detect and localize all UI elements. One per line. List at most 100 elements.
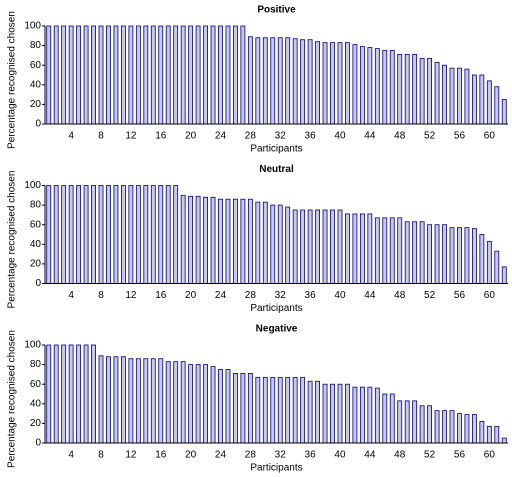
bar bbox=[352, 213, 358, 284]
bar bbox=[46, 25, 52, 125]
bar bbox=[106, 185, 111, 284]
bar bbox=[143, 185, 149, 284]
x-tick-label: 44 bbox=[364, 450, 376, 461]
bar bbox=[412, 400, 418, 444]
bar bbox=[345, 383, 350, 444]
bar bbox=[262, 376, 268, 444]
x-tick-label: 20 bbox=[185, 450, 197, 461]
bar bbox=[68, 185, 74, 284]
x-tick-label: 4 bbox=[68, 290, 74, 301]
bar bbox=[76, 185, 82, 284]
bar bbox=[188, 195, 194, 284]
bar bbox=[150, 25, 156, 125]
bar bbox=[404, 54, 410, 125]
bar bbox=[247, 36, 253, 125]
bar bbox=[61, 344, 67, 444]
bar bbox=[292, 376, 298, 444]
x-tick-label: 8 bbox=[98, 131, 104, 142]
x-tick-label: 8 bbox=[98, 450, 104, 461]
bar bbox=[91, 185, 96, 284]
bar bbox=[240, 25, 246, 125]
bar bbox=[165, 361, 171, 444]
x-tick-label: 56 bbox=[454, 450, 466, 461]
bar bbox=[471, 74, 477, 125]
bar bbox=[106, 25, 111, 125]
bar bbox=[68, 25, 74, 125]
bar bbox=[173, 361, 179, 444]
bar bbox=[255, 376, 261, 444]
bar bbox=[143, 358, 149, 444]
x-tick-label: 40 bbox=[334, 131, 346, 142]
bar bbox=[397, 400, 403, 444]
bar bbox=[479, 234, 485, 284]
bar bbox=[262, 37, 268, 125]
x-tick-label: 12 bbox=[125, 131, 137, 142]
bar bbox=[277, 37, 283, 125]
y-tick-label: 0 bbox=[35, 119, 41, 130]
bar bbox=[345, 213, 350, 284]
bar bbox=[419, 221, 425, 284]
bar bbox=[285, 37, 291, 125]
bar bbox=[471, 228, 477, 284]
bar bbox=[173, 25, 179, 125]
y-axis-label: Percentage recognised chosen bbox=[7, 330, 18, 468]
bar bbox=[501, 266, 507, 284]
bar bbox=[434, 410, 440, 444]
y-tick-label: 80 bbox=[30, 200, 42, 211]
x-axis-label: Participants bbox=[250, 144, 302, 155]
bar bbox=[247, 373, 253, 444]
bar bbox=[464, 414, 470, 444]
y-tick-label: 80 bbox=[30, 359, 42, 370]
bar bbox=[307, 380, 313, 444]
bar bbox=[337, 383, 343, 444]
x-tick-label: 28 bbox=[245, 290, 257, 301]
bar bbox=[113, 356, 119, 444]
bar bbox=[397, 54, 403, 125]
bar bbox=[98, 355, 104, 444]
bar bbox=[83, 185, 89, 284]
x-tick-label: 16 bbox=[155, 450, 167, 461]
bar bbox=[457, 227, 462, 284]
x-axis-label: Participants bbox=[250, 463, 302, 474]
bar bbox=[233, 25, 238, 125]
bar bbox=[442, 64, 447, 125]
bar bbox=[165, 25, 171, 125]
bar bbox=[225, 369, 231, 444]
bar bbox=[315, 380, 320, 444]
bar bbox=[367, 213, 373, 284]
x-tick-label: 24 bbox=[215, 290, 227, 301]
bar bbox=[300, 376, 306, 444]
bar bbox=[233, 373, 238, 444]
bar bbox=[76, 344, 82, 444]
bar bbox=[173, 185, 179, 284]
bar bbox=[277, 204, 283, 284]
bar bbox=[98, 25, 104, 125]
chart-title: Negative bbox=[256, 324, 298, 335]
bar bbox=[427, 224, 433, 284]
bar bbox=[419, 57, 425, 125]
bar bbox=[68, 344, 74, 444]
bar bbox=[389, 50, 395, 125]
x-tick-label: 40 bbox=[334, 290, 346, 301]
bar bbox=[479, 74, 485, 125]
bar bbox=[434, 224, 440, 284]
bar bbox=[427, 405, 433, 444]
bar bbox=[53, 25, 59, 125]
bar bbox=[270, 37, 276, 125]
bar bbox=[188, 25, 194, 125]
bar bbox=[307, 39, 313, 125]
bar bbox=[322, 42, 328, 125]
bar bbox=[434, 61, 440, 125]
bar bbox=[180, 194, 186, 284]
bar bbox=[486, 425, 492, 444]
bar bbox=[255, 201, 261, 284]
bar bbox=[501, 437, 507, 444]
bar bbox=[262, 201, 268, 284]
bar bbox=[322, 209, 328, 284]
x-tick-label: 24 bbox=[215, 131, 227, 142]
bar bbox=[494, 86, 500, 125]
bar bbox=[128, 358, 134, 444]
bar bbox=[218, 25, 223, 125]
bar bbox=[277, 376, 283, 444]
bar bbox=[404, 221, 410, 284]
